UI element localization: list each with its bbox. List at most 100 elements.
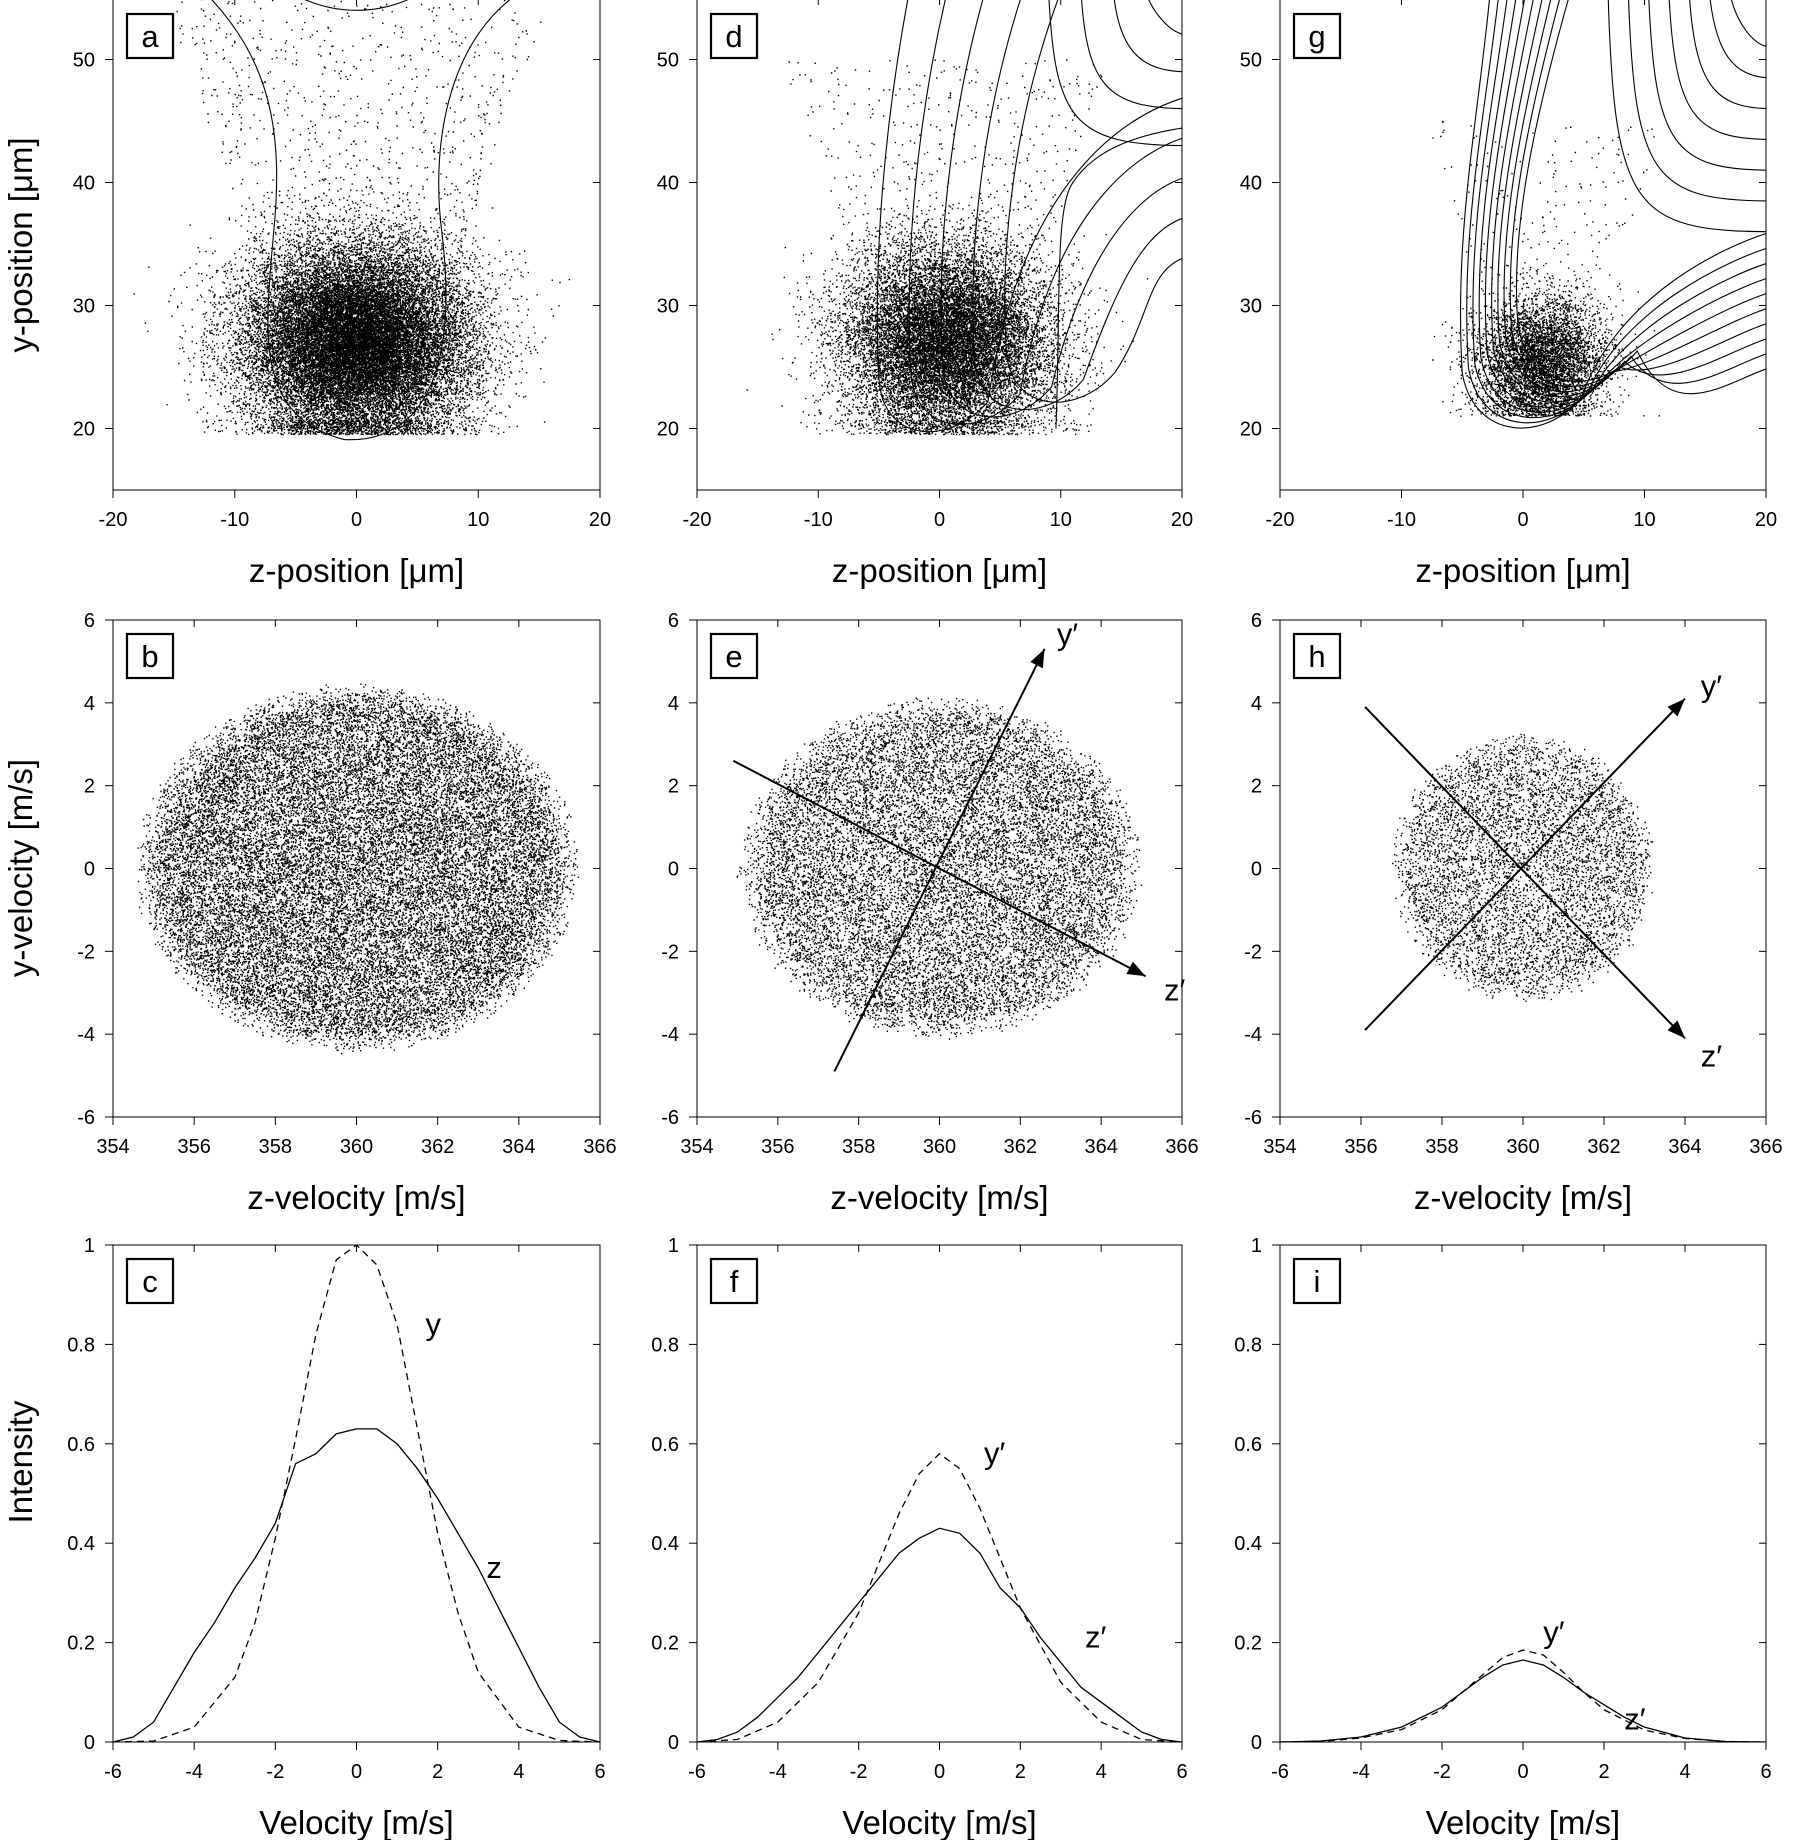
x-tick-label: 360 xyxy=(1506,1136,1539,1158)
x-tick-label: -6 xyxy=(688,1761,706,1783)
panel-f: -6 -4 -2 0 2 4 6 0 0.2 0.4 0.6 0.8 1 Velocity [m/s] f y… xyxy=(651,1235,1187,1840)
x-tick-label: 356 xyxy=(1344,1136,1377,1158)
arrowhead xyxy=(1667,698,1685,717)
series-label: y′ xyxy=(984,1436,1006,1471)
series-line-solid xyxy=(697,1527,1182,1742)
contour-line xyxy=(1478,0,1766,413)
y-tick-label: -6 xyxy=(1244,1107,1262,1129)
series-label: y xyxy=(425,1306,441,1341)
x-tick-label: 6 xyxy=(594,1761,605,1783)
panel-letter-box xyxy=(1292,12,1342,60)
y-tick-label: 50 xyxy=(73,50,95,72)
x-tick-label: -10 xyxy=(220,509,249,531)
x-tick-label: 2 xyxy=(1015,1761,1026,1783)
y-tick-label: 2 xyxy=(1251,776,1262,798)
x-tick-label: 354 xyxy=(96,1136,129,1158)
contour-line xyxy=(1689,0,1766,110)
plot-frame xyxy=(696,1244,1183,1743)
y-tick-label: 0.8 xyxy=(1234,1334,1262,1356)
y-tick-label: 0 xyxy=(668,1732,679,1754)
contour-line xyxy=(1628,0,1766,202)
contour-line xyxy=(1709,0,1766,79)
contour-line xyxy=(1607,0,1766,233)
contour-line xyxy=(1004,0,1182,403)
row3-y-axis-title: Intensity xyxy=(2,1400,39,1523)
x-tick-label: 0 xyxy=(1517,509,1528,531)
plot-area-g xyxy=(1432,0,1766,429)
plot-area-e xyxy=(736,697,1143,1040)
y-tick-label: 6 xyxy=(668,610,679,632)
x-tick-label: 364 xyxy=(1668,1136,1701,1158)
x-tick-label: 356 xyxy=(761,1136,794,1158)
contour-line xyxy=(876,0,1182,433)
series-label: z′ xyxy=(1085,1620,1107,1655)
contour-line xyxy=(940,0,1182,418)
arrowhead xyxy=(1667,1020,1685,1039)
arrow-label: y′ xyxy=(1701,669,1723,704)
plot-area-d xyxy=(746,0,1182,436)
y-tick-label: 2 xyxy=(84,776,95,798)
x-tick-label: 358 xyxy=(259,1136,292,1158)
row1-y-axis-title: y-position [μm] xyxy=(2,137,39,352)
series-label: z xyxy=(486,1550,502,1585)
panel-letter-box xyxy=(125,12,175,60)
panel-letter: e xyxy=(725,639,742,674)
y-tick-label: 0 xyxy=(84,859,95,881)
plot-area-h xyxy=(1392,733,1654,1002)
panel-d: -20 -10 0 10 20 20 30 40 50 z-position [μm] d xyxy=(657,0,1193,589)
row2-y-axis-title: y-velocity [m/s] xyxy=(2,759,39,977)
y-tick-label: 0 xyxy=(84,1732,95,1754)
y-tick-label: 0.4 xyxy=(1234,1533,1262,1555)
panel-letter: b xyxy=(141,639,158,674)
x-tick-label: -6 xyxy=(104,1761,122,1783)
panel-letter-box xyxy=(709,12,759,60)
x-tick-label: 354 xyxy=(680,1136,713,1158)
contour-line xyxy=(1648,0,1766,171)
x-tick-label: 358 xyxy=(842,1136,875,1158)
y-tick-label: 20 xyxy=(657,419,679,441)
x-tick-label: 20 xyxy=(1171,509,1193,531)
x-tick-label: -4 xyxy=(185,1761,203,1783)
y-tick-label: 0.6 xyxy=(1234,1434,1262,1456)
x-tick-label: 364 xyxy=(1084,1136,1117,1158)
y-tick-label: -2 xyxy=(1244,941,1262,963)
y-tick-label: 0 xyxy=(1251,859,1262,881)
scatter-points xyxy=(1392,733,1654,1002)
y-tick-label: 20 xyxy=(1240,419,1262,441)
y-tick-label: 1 xyxy=(1251,1235,1262,1257)
x-tick-label: 366 xyxy=(1165,1136,1198,1158)
panel-letter-box xyxy=(1292,1257,1342,1305)
panel-b: 354 356 358 360 362 364 366 -6 -4 -2 0 2 4 6 z-velocit… xyxy=(77,610,616,1216)
y-tick-label: 0.8 xyxy=(651,1334,679,1356)
y-tick-label: 1 xyxy=(84,1235,95,1257)
x-tick-label: 2 xyxy=(1598,1761,1609,1783)
contour-line xyxy=(1515,0,1766,395)
panel-letter-box xyxy=(1292,632,1342,680)
contour-line xyxy=(1081,0,1182,110)
y-tick-label: 0 xyxy=(668,859,679,881)
y-tick-label: 50 xyxy=(657,50,679,72)
y-tick-label: 0.6 xyxy=(651,1434,679,1456)
contour-line xyxy=(1503,0,1766,393)
scatter-points xyxy=(133,0,571,436)
panel-i: -6 -4 -2 0 2 4 6 0 0.2 0.4 0.6 0.8 1 Velocity [m/s] i y… xyxy=(1234,1235,1771,1840)
y-tick-label: 20 xyxy=(73,419,95,441)
x-tick-label: -10 xyxy=(804,509,833,531)
y-tick-label: 6 xyxy=(84,610,95,632)
x-tick-label: 362 xyxy=(1587,1136,1620,1158)
series-line-solid xyxy=(113,1428,600,1742)
arrow-label: y′ xyxy=(1057,616,1079,651)
contour-line xyxy=(1484,0,1766,408)
x-tick-label: 6 xyxy=(1760,1761,1771,1783)
panel-e: 354 356 358 360 362 364 366 -6 -4 -2 0 2 4 6 z-velocit… xyxy=(661,610,1198,1216)
x-tick-label: 20 xyxy=(1755,509,1777,531)
contour-line xyxy=(1048,0,1182,147)
x-tick-label: 10 xyxy=(1050,509,1072,531)
scatter-points xyxy=(746,59,1149,436)
arrow-label: z′ xyxy=(1701,1038,1723,1073)
scatter-points xyxy=(736,697,1143,1040)
series-label: y′ xyxy=(1543,1615,1565,1650)
x-tick-label: -2 xyxy=(850,1761,868,1783)
